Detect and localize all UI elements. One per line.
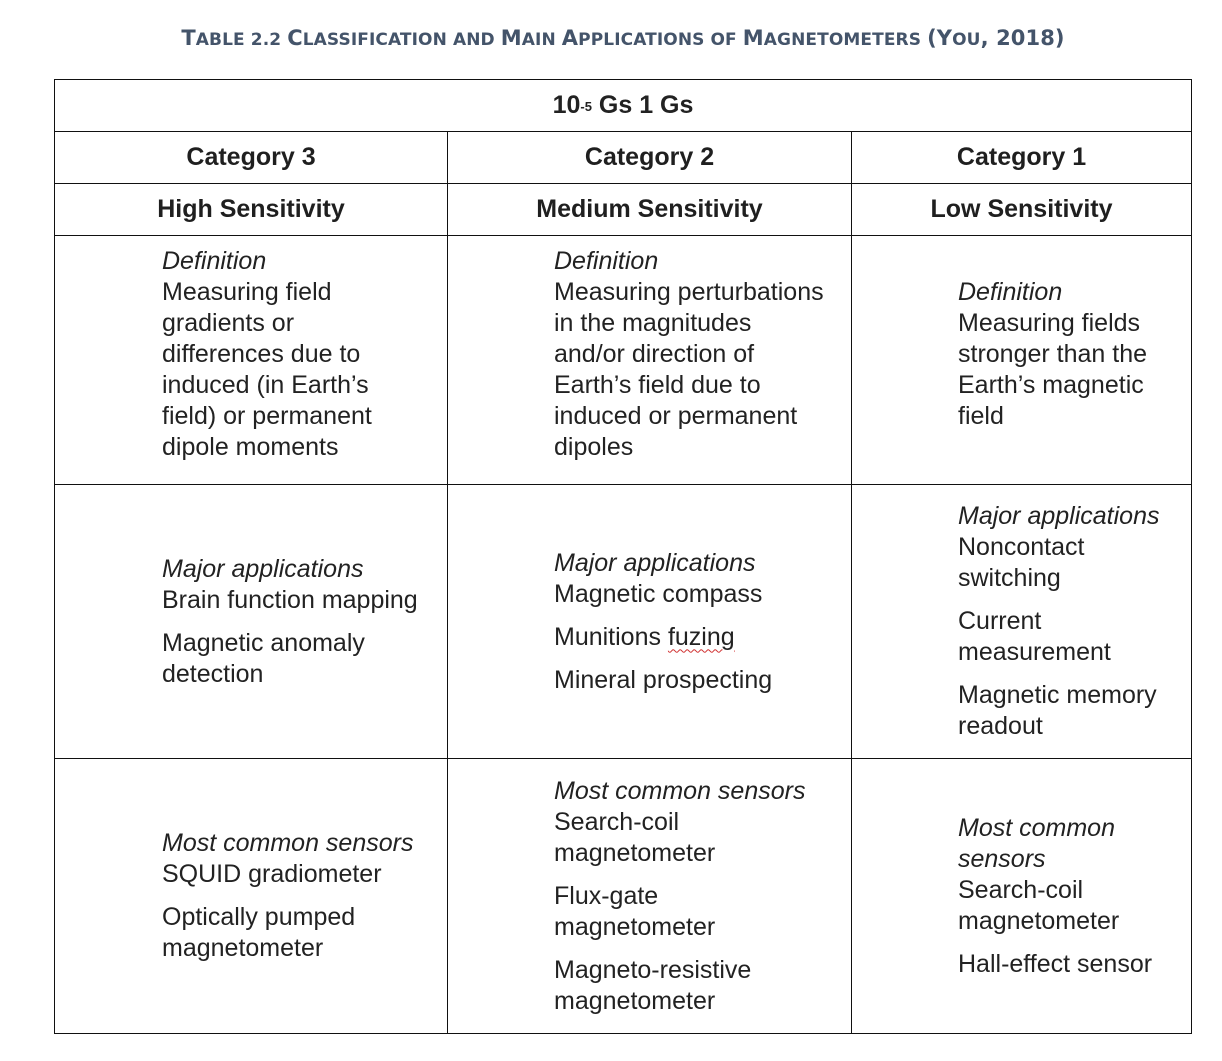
sensor-item: Hall-effect sensor xyxy=(958,949,1153,978)
definition-label: Definition xyxy=(958,278,1063,306)
definition-line: dipoles xyxy=(554,433,634,461)
definition-label: Definition xyxy=(162,247,267,275)
sensors-label: Most common sensors xyxy=(958,813,1115,873)
definition-line: Measuring perturbations xyxy=(554,278,824,306)
definition-line: differences due to xyxy=(162,340,361,368)
applications-cell-category-3: Major applications Brain function mappin… xyxy=(54,484,448,759)
category-3-header: Category 3 xyxy=(54,131,448,184)
sensor-item: Optically pumped magnetometer xyxy=(162,903,356,962)
sensors-cell-category-1: Most common sensors Search-coil magnetom… xyxy=(850,758,1193,1034)
sensors-label: Most common sensors xyxy=(554,776,806,805)
applications-label: Major applications xyxy=(958,502,1160,530)
sensor-item: Search-coil magnetometer xyxy=(554,807,716,867)
sensor-item: Search-coil magnetometer xyxy=(958,875,1120,935)
range-row: 10-5 Gs 1 Gs xyxy=(53,79,1193,132)
definition-cell-category-1: Definition Measuring fields stronger tha… xyxy=(850,235,1193,485)
definition-line: Measuring fields xyxy=(958,309,1141,337)
sensors-cell-category-2: Most common sensors Search-coil magnetom… xyxy=(447,758,852,1034)
definition-line: field) or permanent xyxy=(162,402,372,430)
definition-row: Definition Measuring field gradients or … xyxy=(54,235,1193,485)
applications-label: Major applications xyxy=(554,548,756,577)
definition-cell-category-3: Definition Measuring field gradients or … xyxy=(54,235,448,485)
applications-row: Major applications Brain function mappin… xyxy=(54,484,1193,759)
definition-line: dipole moments xyxy=(162,433,339,461)
definition-line: gradients or xyxy=(162,309,295,337)
field-range-header: 10-5 Gs 1 Gs xyxy=(53,79,1193,132)
table-caption: TABLE 2.2 CLASSIFICATION AND MAIN APPLIC… xyxy=(181,26,1065,50)
definition-line: Earth’s field due to xyxy=(554,371,761,399)
sensor-item: Magneto-resistive magnetometer xyxy=(554,955,752,1015)
low-sensitivity-header: Low Sensitivity xyxy=(850,183,1193,236)
application-item: Magnetic memory readout xyxy=(958,681,1157,740)
applications-cell-category-1: Major applications Noncontact switching … xyxy=(850,484,1193,759)
spellcheck-word: fuzing xyxy=(667,622,735,651)
category-2-header: Category 2 xyxy=(447,131,852,184)
application-item: Mineral prospecting xyxy=(554,665,773,694)
sensors-cell-category-3: Most common sensors SQUID gradiometer Op… xyxy=(54,758,448,1034)
definition-line: and/or direction of xyxy=(554,340,755,368)
applications-label: Major applications xyxy=(162,554,364,583)
application-item: Magnetic anomaly detection xyxy=(162,628,365,688)
definition-line: in the magnitudes xyxy=(554,309,752,337)
sensors-label: Most common sensors xyxy=(162,829,414,857)
applications-cell-category-2: Major applications Magnetic compass Muni… xyxy=(447,484,852,759)
medium-sensitivity-header: Medium Sensitivity xyxy=(447,183,852,236)
definition-label: Definition xyxy=(554,247,659,275)
sensors-row: Most common sensors SQUID gradiometer Op… xyxy=(54,758,1193,1034)
definition-line: stronger than the xyxy=(958,340,1148,368)
high-sensitivity-header: High Sensitivity xyxy=(54,183,448,236)
application-item: Current measurement xyxy=(958,607,1111,666)
category-1-header: Category 1 xyxy=(850,131,1193,184)
sensor-item: Flux-gate magnetometer xyxy=(554,881,716,941)
category-row: Category 3 Category 2 Category 1 xyxy=(54,131,1193,184)
application-item: Magnetic compass xyxy=(554,579,763,608)
sensor-item: SQUID gradiometer xyxy=(162,860,382,888)
definition-line: field xyxy=(958,402,1004,430)
application-item: Brain function mapping xyxy=(162,585,418,614)
definition-line: induced (in Earth’s xyxy=(162,371,369,399)
definition-line: Earth’s magnetic xyxy=(958,371,1144,399)
magnetometer-table: 10-5 Gs 1 Gs Category 3 Category 2 Categ… xyxy=(53,79,1193,1034)
definition-line: induced or permanent xyxy=(554,402,798,430)
definition-cell-category-2: Definition Measuring perturbations in th… xyxy=(447,235,852,485)
definition-line: Measuring field xyxy=(162,278,332,306)
application-item: Noncontact switching xyxy=(958,533,1085,592)
sensitivity-row: High Sensitivity Medium Sensitivity Low … xyxy=(54,183,1193,236)
application-item: Munitions fuzing xyxy=(554,622,735,651)
